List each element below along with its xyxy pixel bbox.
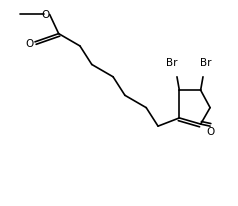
Text: O: O: [206, 127, 214, 137]
Text: Br: Br: [167, 57, 178, 67]
Text: O: O: [26, 39, 34, 49]
Text: Br: Br: [200, 57, 211, 67]
Text: O: O: [41, 10, 49, 20]
